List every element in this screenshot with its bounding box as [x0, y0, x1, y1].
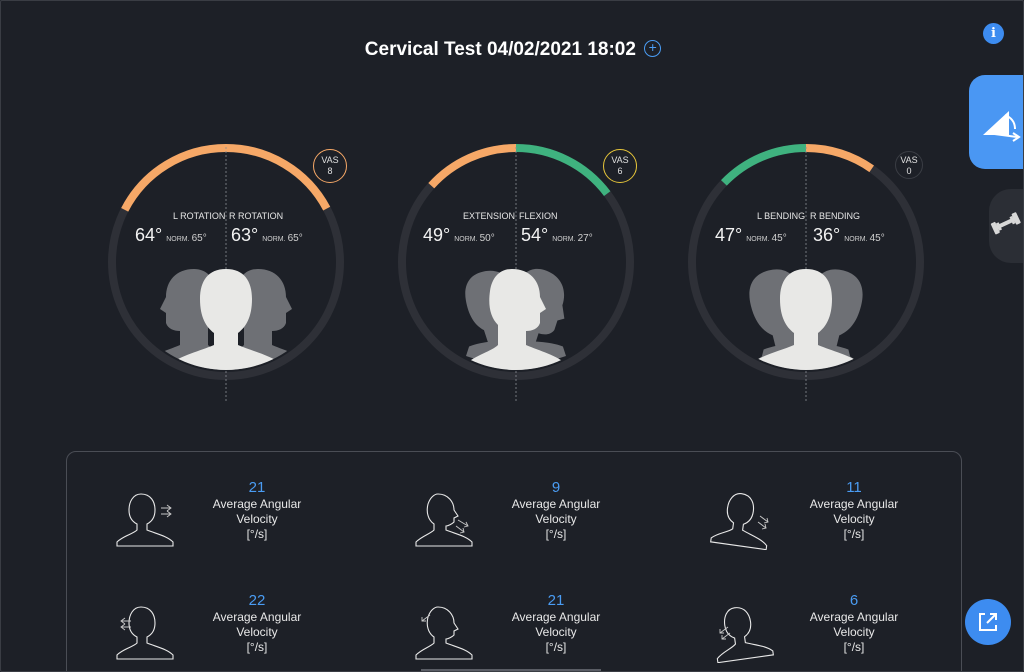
right-range-arc [805, 143, 875, 173]
left-range-arc [121, 144, 227, 212]
velocity-unit: [°/s] [843, 527, 865, 541]
export-button[interactable] [965, 599, 1011, 645]
head-right-bending-icon [710, 493, 769, 550]
left-movement-label: L ROTATION [173, 211, 226, 221]
export-icon [979, 613, 997, 631]
vas-value: 8 [327, 166, 333, 176]
right-norm-value: 45° [869, 233, 885, 244]
left-movement-value: 47° NORM. 45° [715, 225, 787, 246]
right-degree: 36° [813, 225, 841, 245]
velocity-unit: [°/s] [246, 527, 268, 541]
velocity-unit: [°/s] [246, 640, 268, 654]
left-degree: 49° [423, 225, 451, 245]
velocity-card: 21 Average Angular Velocity [°/s] [410, 592, 690, 671]
right-degree: 54° [521, 225, 549, 245]
page-title-text: Cervical Test 04/02/2021 18:02 [364, 39, 636, 60]
norm-label: NORM. [844, 236, 868, 243]
velocity-unit: [°/s] [545, 640, 567, 654]
norm-label: NORM. [262, 236, 286, 243]
right-norm-value: 65° [287, 233, 303, 244]
vas-label: VAS [611, 155, 629, 165]
left-range-arc [428, 144, 517, 189]
velocity-value: 21 [248, 479, 266, 496]
vas-label: VAS [900, 155, 918, 165]
page-title: Cervical Test 04/02/2021 18:02 + [1, 39, 1023, 61]
right-degree: 63° [231, 225, 259, 245]
left-movement-value: 49° NORM. 50° [423, 225, 495, 246]
velocity-value: 11 [846, 479, 862, 496]
flexion-extension-gauge-ring [398, 144, 634, 401]
info-icon[interactable]: i [983, 23, 1004, 44]
head-left-bending-icon [716, 607, 774, 663]
right-movement-value: 54° NORM. 27° [521, 225, 593, 246]
left-range-arc [721, 144, 807, 186]
left-movement-label: L BENDING [757, 211, 806, 221]
velocity-card: 22 Average Angular Velocity [°/s] [111, 592, 391, 671]
head-silhouette-icon [463, 268, 569, 370]
rotation-gauge: VAS 8 L ROTATION R ROTATION 64° NORM. 65° … [103, 139, 353, 401]
tab-exercise[interactable] [989, 189, 1023, 263]
head-extension-icon [415, 606, 473, 660]
head-flexion-icon [415, 493, 473, 547]
rotation-gauge-ring [108, 144, 344, 401]
left-degree: 64° [135, 225, 163, 245]
velocity-label: Average Angular Velocity [511, 610, 601, 639]
lateral-bending-gauge: VAS 0 L BENDING R BENDING 47° NORM. 45° 36… [683, 139, 933, 401]
tab-range-of-motion[interactable] [969, 75, 1023, 169]
left-movement-label: EXTENSION [463, 211, 516, 221]
right-movement-label: R ROTATION [229, 211, 284, 221]
velocity-value: 9 [551, 479, 561, 496]
head-silhouette-icon [138, 269, 314, 370]
vas-badge: VAS 8 [313, 149, 347, 183]
vas-badge: VAS 0 [895, 151, 923, 179]
norm-label: NORM. [746, 236, 770, 243]
vas-badge: VAS 6 [603, 149, 637, 183]
right-range-arc [225, 144, 331, 211]
left-norm-value: 45° [771, 233, 787, 244]
right-movement-value: 36° NORM. 45° [813, 225, 885, 246]
left-degree: 47° [715, 225, 743, 245]
velocity-card: 21 Average Angular Velocity [°/s] [111, 480, 391, 560]
norm-label: NORM. [552, 236, 576, 243]
velocity-unit: [°/s] [843, 640, 865, 654]
left-norm-value: 50° [479, 233, 495, 244]
velocity-value: 22 [248, 592, 266, 609]
velocity-card: 11 Average Angular Velocity [°/s] [708, 480, 988, 560]
velocity-panel: 21 Average Angular Velocity [°/s] 9 Aver… [66, 451, 962, 671]
head-silhouette-icon [735, 269, 877, 370]
right-norm-value: 27° [577, 233, 593, 244]
left-norm-value: 65° [191, 233, 207, 244]
vas-label: VAS [321, 155, 339, 165]
left-movement-value: 64° NORM. 65° [135, 225, 207, 246]
right-movement-label: FLEXION [519, 211, 558, 221]
right-movement-value: 63° NORM. 65° [231, 225, 303, 246]
lateral-bending-gauge-ring [688, 143, 924, 401]
velocity-label: Average Angular Velocity [212, 610, 302, 639]
velocity-card: 6 Average Angular Velocity [°/s] [708, 592, 988, 671]
velocity-value: 6 [849, 592, 859, 609]
right-range-arc [515, 144, 611, 197]
velocity-label: Average Angular Velocity [809, 497, 899, 526]
home-indicator [421, 669, 601, 671]
range-of-motion-icon [983, 111, 1021, 142]
head-right-rotation-icon [116, 493, 174, 547]
velocity-label: Average Angular Velocity [809, 610, 899, 639]
norm-label: NORM. [166, 236, 190, 243]
vas-value: 6 [617, 166, 623, 176]
velocity-label: Average Angular Velocity [212, 497, 302, 526]
right-movement-label: R BENDING [810, 211, 861, 221]
flexion-extension-gauge: VAS 6 EXTENSION FLEXION 49° NORM. 50° 54° N… [393, 139, 643, 401]
velocity-value: 21 [547, 592, 565, 609]
velocity-label: Average Angular Velocity [511, 497, 601, 526]
velocity-card: 9 Average Angular Velocity [°/s] [410, 480, 690, 560]
velocity-unit: [°/s] [545, 527, 567, 541]
head-left-rotation-icon [116, 606, 174, 660]
dumbbell-icon [990, 212, 1021, 235]
plus-circle-icon[interactable]: + [644, 40, 662, 57]
vas-value: 0 [906, 166, 912, 176]
norm-label: NORM. [454, 236, 478, 243]
